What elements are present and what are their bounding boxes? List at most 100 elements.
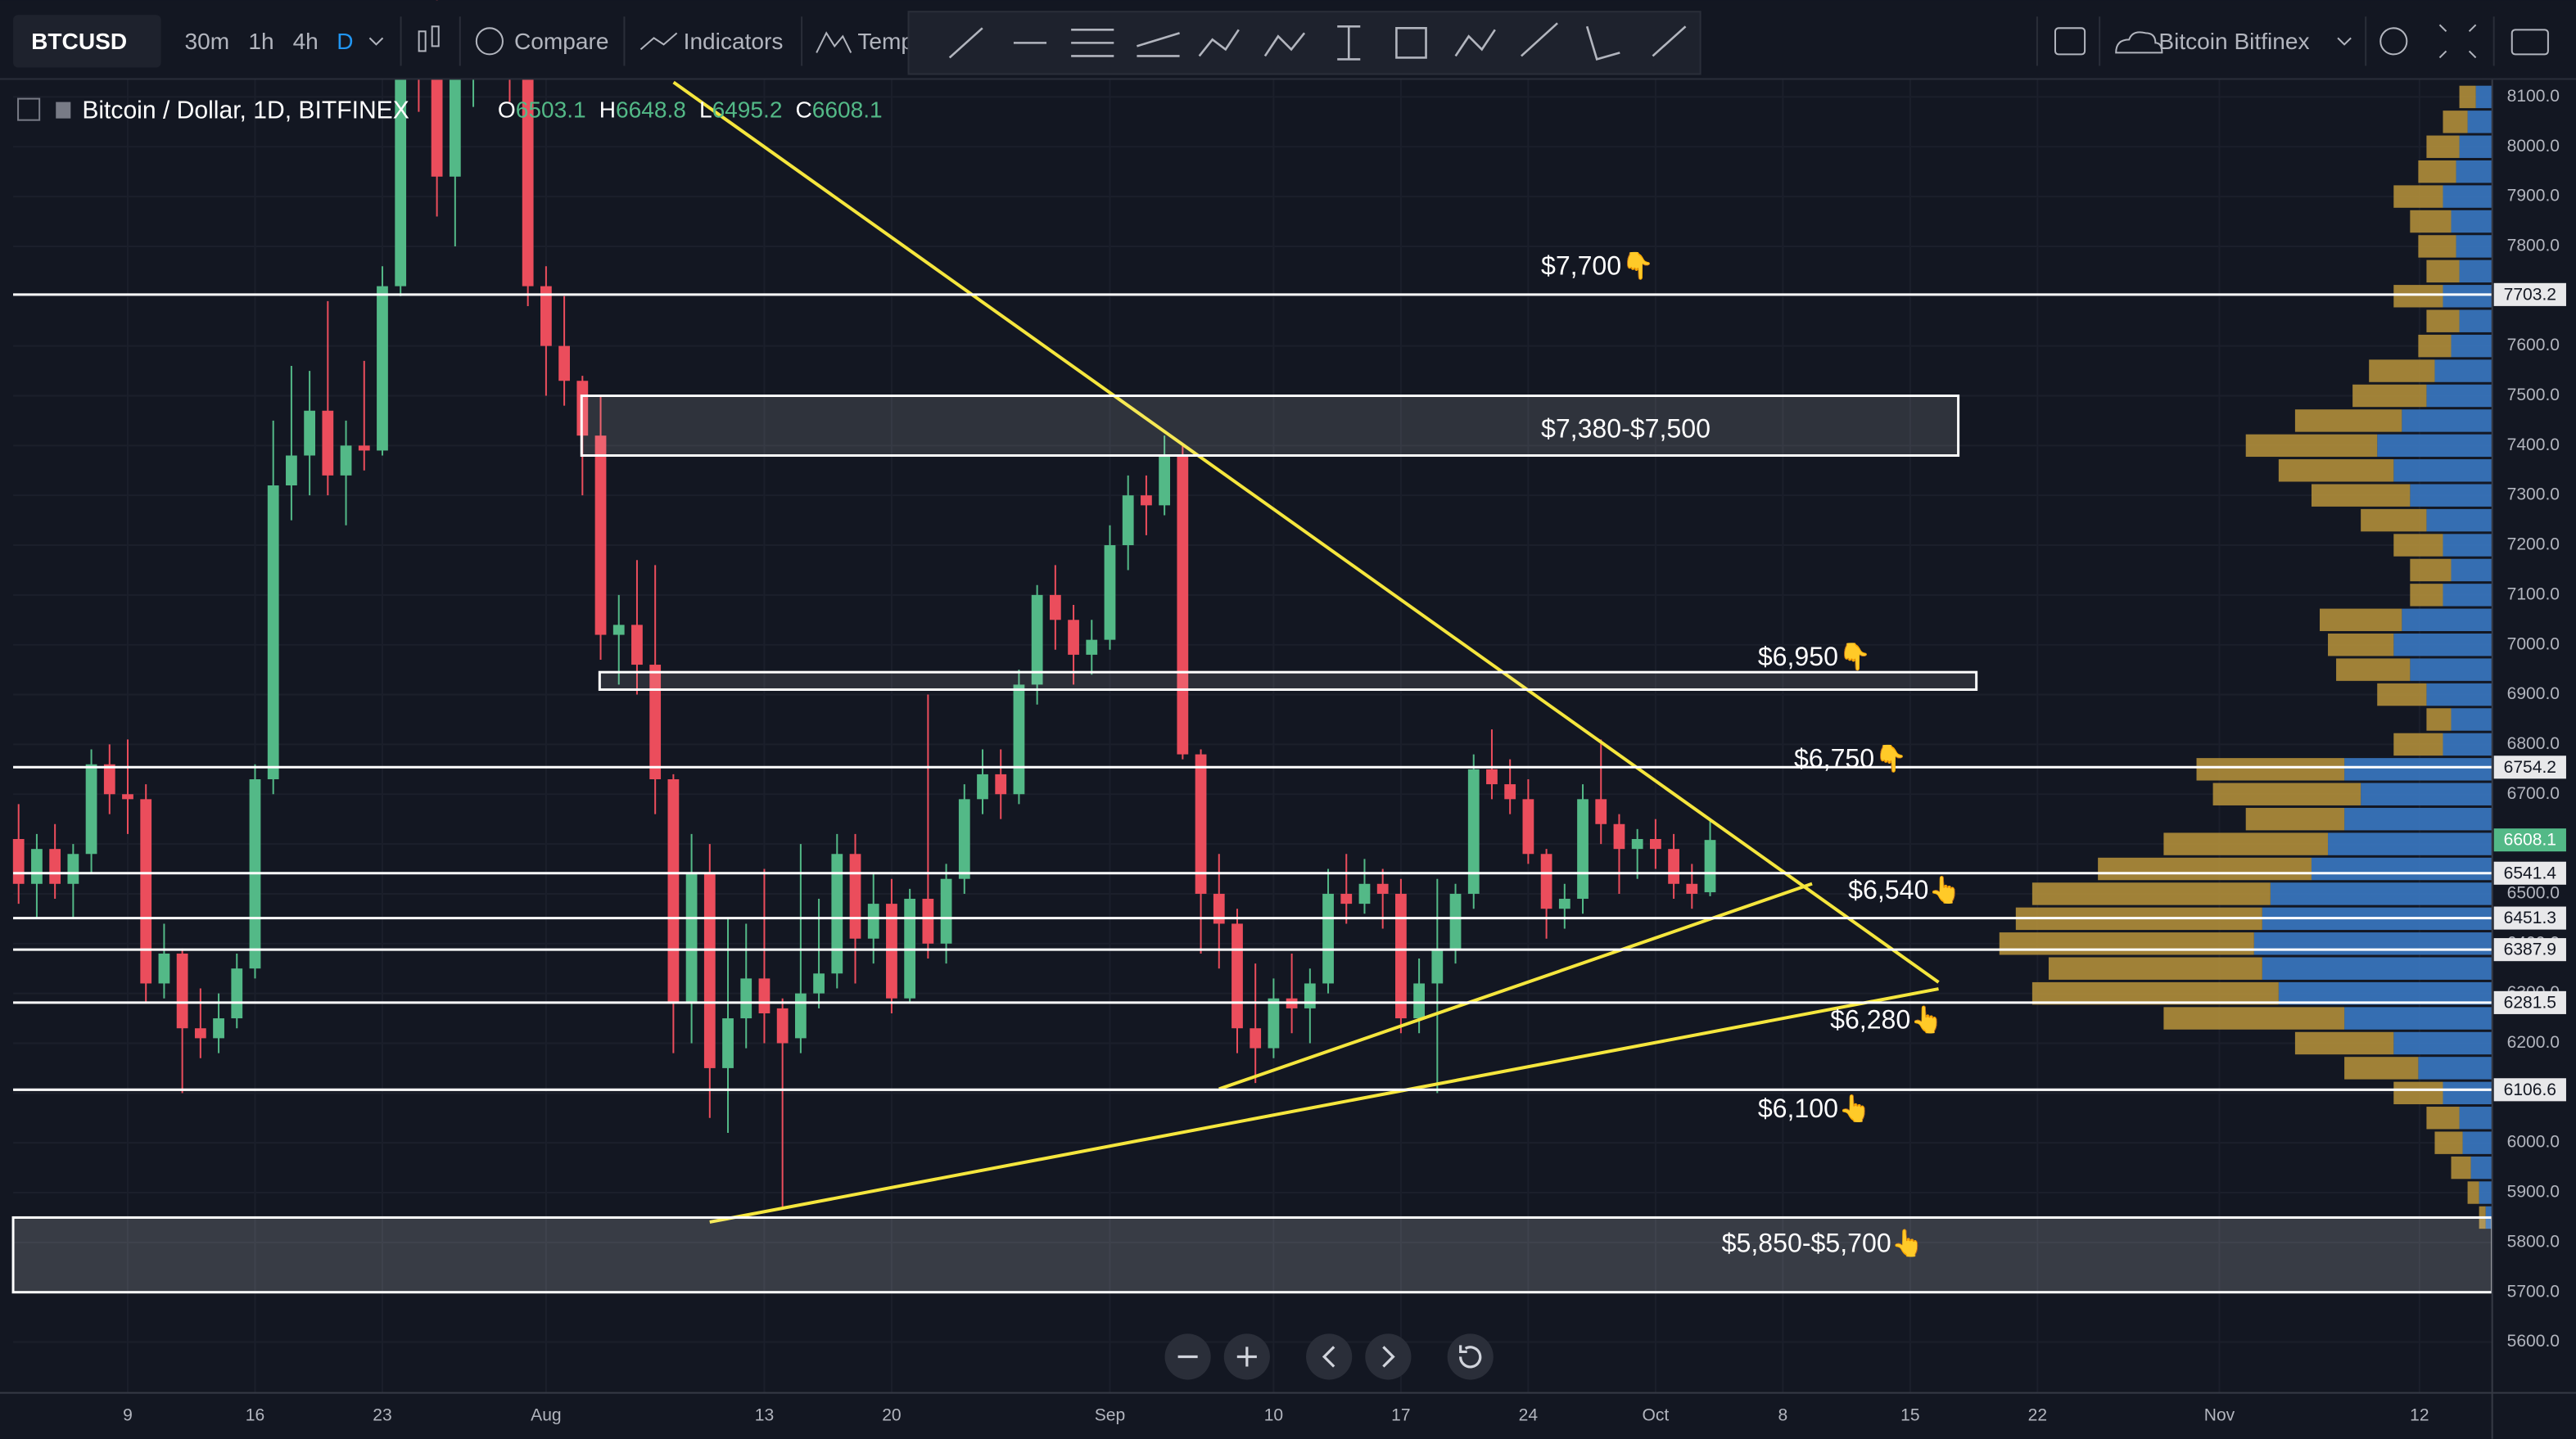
volume-profile-up	[2456, 160, 2492, 183]
volume-profile-up	[2262, 957, 2492, 980]
candle-body	[304, 410, 316, 456]
candle-body	[1013, 684, 1025, 795]
candle-body	[958, 799, 970, 879]
interval[interactable]: 1h	[248, 29, 273, 54]
x-tick-label: 23	[373, 1405, 391, 1424]
compare-button[interactable]: Compare	[514, 29, 608, 54]
drawing-toolbar	[907, 11, 1702, 75]
volume-profile-down	[2163, 1007, 2345, 1030]
y-tick-label: 7300.0	[2507, 485, 2560, 504]
annotation: $6,100👆	[1758, 1093, 1871, 1124]
compare-icon[interactable]	[475, 27, 504, 56]
candle-body	[85, 764, 97, 855]
y-tick-label: 6200.0	[2507, 1033, 2560, 1052]
cloud-icon[interactable]	[2115, 31, 2163, 54]
drawing-tools[interactable]	[948, 22, 1687, 61]
candle-body	[31, 849, 43, 884]
candle-body	[267, 485, 279, 779]
price-tag	[2493, 861, 2566, 885]
reset-button[interactable]	[1447, 1333, 1494, 1380]
indicators-button[interactable]: Indicators	[684, 29, 784, 54]
candle-body	[340, 445, 352, 476]
annotation: $7,700👇	[1541, 251, 1654, 282]
candle-body	[322, 410, 334, 476]
annotation: $5,850-$5,700👆	[1722, 1228, 1924, 1259]
price-tag	[2493, 756, 2566, 779]
volume-profile-down	[2311, 484, 2411, 507]
y-tick-label: 6800.0	[2507, 734, 2560, 753]
volume-profile-up	[2426, 683, 2492, 706]
fullscreen-icon[interactable]	[2438, 24, 2477, 59]
templates-button[interactable]: Temp	[857, 29, 914, 54]
candle-body	[1031, 594, 1043, 685]
chart-style-icon[interactable]	[418, 25, 440, 52]
candle-body	[612, 625, 625, 635]
exchange[interactable]: Bitcoin Bitfinex	[2158, 29, 2309, 54]
candle-body	[1358, 883, 1371, 904]
candle-body	[540, 286, 552, 346]
volume-profile-down	[2434, 1131, 2463, 1154]
last-price-tag	[2493, 828, 2566, 852]
x-tick-label: 24	[1519, 1405, 1539, 1424]
volume-profile-up	[2393, 634, 2492, 656]
candle-body	[140, 799, 152, 984]
x-tick-label: 9	[123, 1405, 133, 1424]
indicators-icon[interactable]	[639, 32, 678, 51]
dropdown-icon[interactable]	[368, 37, 384, 46]
y-tick-label: 6000.0	[2507, 1133, 2560, 1152]
price-tag-label: 6541.4	[2504, 864, 2557, 882]
volume-profile-up	[2328, 832, 2492, 855]
candle-body	[231, 968, 243, 1019]
templates-icon[interactable]	[816, 31, 852, 53]
settings-icon[interactable]	[2379, 27, 2408, 56]
symbol-box[interactable]	[13, 15, 161, 68]
candle-body	[849, 854, 861, 939]
candle-body	[49, 849, 61, 884]
candle-body	[758, 978, 771, 1013]
scroll-left-icon	[1322, 1346, 1335, 1368]
candle-body	[522, 66, 534, 286]
candle-body	[1304, 983, 1316, 1008]
volume-profile-up	[2410, 484, 2492, 507]
candle-body	[12, 839, 25, 884]
candle-body	[1177, 455, 1189, 755]
x-tick-label: Nov	[2204, 1405, 2235, 1424]
scroll-right-button[interactable]	[1365, 1333, 1412, 1380]
interval[interactable]: 30m	[184, 29, 229, 54]
candle-body	[67, 854, 79, 884]
annotation: $6,540👆	[1848, 874, 1961, 905]
candle-body	[831, 854, 843, 974]
symbol[interactable]: BTCUSD	[31, 29, 127, 54]
volume-profile-down	[2393, 285, 2443, 308]
interval[interactable]: 4h	[293, 29, 319, 54]
ohlc-value: 6495.2	[712, 97, 783, 123]
volume-profile-down	[2410, 210, 2452, 233]
candle-body	[1322, 893, 1334, 984]
candle-body	[1486, 769, 1498, 785]
y-tick-label: 7800.0	[2507, 237, 2560, 255]
interval-active[interactable]: D	[337, 29, 353, 54]
candle-body	[431, 61, 443, 177]
volume-profile-up	[2443, 534, 2492, 557]
volume-profile-up	[2443, 285, 2492, 308]
volume-profile-down	[1999, 932, 2254, 955]
scroll-left-button[interactable]	[1306, 1333, 1353, 1380]
x-tick-label: 10	[1264, 1405, 1283, 1424]
snapshot-icon[interactable]	[2510, 29, 2549, 56]
x-tick-label: Sep	[1095, 1405, 1125, 1424]
trendline	[709, 987, 1939, 1224]
dropdown-icon[interactable]	[2337, 37, 2352, 46]
candle-body	[1631, 839, 1643, 850]
candle-body	[703, 873, 716, 1068]
layout-icon[interactable]	[2054, 27, 2086, 56]
collapse-icon[interactable]	[17, 97, 41, 121]
volume-profile-down	[2426, 1107, 2460, 1130]
y-tick-label: 7900.0	[2507, 187, 2560, 205]
price-tag-label: 6451.3	[2504, 909, 2556, 927]
volume-profile-down	[2410, 558, 2452, 582]
volume-profile-down	[2393, 733, 2443, 756]
candle-body	[722, 1018, 734, 1068]
volume-profile-down	[2328, 634, 2394, 656]
volume-profile-up	[2361, 783, 2492, 805]
volume-profile-up	[2426, 508, 2492, 532]
